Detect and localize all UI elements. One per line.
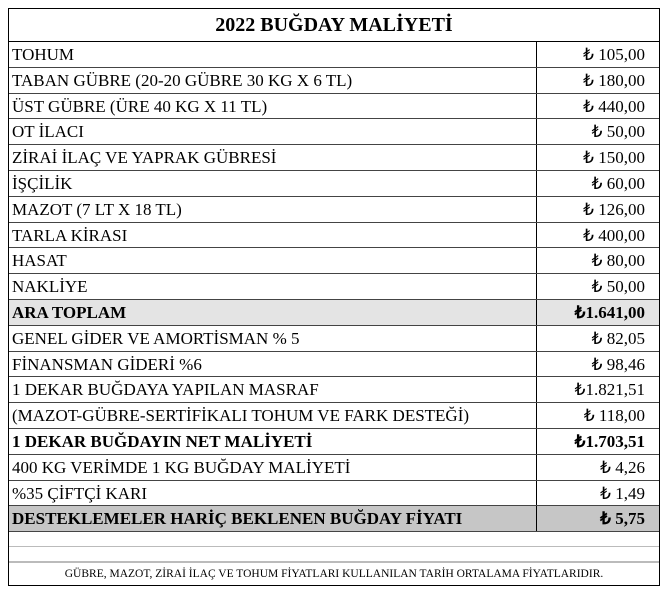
row-value: ₺ 4,26 [600,457,645,477]
table-body: TOHUM ₺ 105,00 TABAN GÜBRE (20-20 GÜBRE 30… [9,42,659,533]
row-value: ₺1.641,00 [574,302,645,322]
row-label: TABAN GÜBRE (20-20 GÜBRE 30 KG X 6 TL) [9,67,537,93]
row-value: ₺ 82,05 [591,328,645,348]
table-row: ZİRAİ İLAÇ VE YAPRAK GÜBRESİ ₺ 150,00 [9,145,659,171]
row-value: ₺ 126,00 [583,199,645,219]
table-row: OT İLACI ₺ 50,00 [9,119,659,146]
row-label: GENEL GİDER VE AMORTİSMAN % 5 [9,325,537,351]
row-value: ₺ 400,00 [583,225,645,245]
row-label: TOHUM [9,42,537,67]
row-value: ₺ 105,00 [583,45,645,64]
footer-note: GÜBRE, MAZOT, ZİRAİ İLAÇ VE TOHUM FİYATL… [9,562,659,585]
row-value: ₺ 60,00 [591,173,645,193]
table-row: 1 DEKAR BUĞDAYA YAPILAN MASRAF ₺1.821,51 [9,377,659,404]
row-label: HASAT [9,248,537,274]
row-label: %35 ÇİFTÇİ KARI [9,480,537,506]
row-value: ₺ 440,00 [583,96,645,116]
row-label: FİNANSMAN GİDERİ %6 [9,351,537,377]
table-row: HASAT ₺ 80,00 [9,248,659,275]
row-label: ÜST GÜBRE (ÜRE 40 KG X 11 TL) [9,93,537,119]
row-value: ₺ 150,00 [583,148,645,168]
table-row: MAZOT (7 LT X 18 TL) ₺ 126,00 [9,196,659,223]
table-row: NAKLİYE ₺ 50,00 [9,274,659,300]
table-row: GENEL GİDER VE AMORTİSMAN % 5 ₺ 82,05 [9,325,659,352]
row-label: İŞÇİLİK [9,170,537,196]
table-row: FİNANSMAN GİDERİ %6 ₺ 98,46 [9,351,659,378]
table-row: TARLA KİRASI ₺ 400,00 [9,222,659,249]
table-row: 400 KG VERİMDE 1 KG BUĞDAY MALİYETİ ₺ 4,2… [9,454,659,481]
row-label: 1 DEKAR BUĞDAYA YAPILAN MASRAF [9,377,537,403]
table-row: ÜST GÜBRE (ÜRE 40 KG X 11 TL) ₺ 440,00 [9,93,659,120]
table-row: İŞÇİLİK ₺ 60,00 [9,170,659,197]
row-label: TARLA KİRASI [9,222,537,248]
cost-table: 2022 BUĞDAY MALİYETİ TOHUM ₺ 105,00 TABAN … [8,8,660,587]
table-title: 2022 BUĞDAY MALİYETİ [9,9,659,42]
row-value: ₺ 50,00 [591,122,645,142]
table-row: (MAZOT-GÜBRE-SERTİFİKALI TOHUM VE FARK D… [9,403,659,429]
row-label: DESTEKLEMELER HARİÇ BEKLENEN BUĞDAY FİYA… [9,506,537,532]
row-label: (MAZOT-GÜBRE-SERTİFİKALI TOHUM VE FARK D… [9,403,537,428]
row-label: 1 DEKAR BUĞDAYIN NET MALİYETİ [9,428,537,454]
row-label: 400 KG VERİMDE 1 KG BUĞDAY MALİYETİ [9,454,537,480]
row-label: MAZOT (7 LT X 18 TL) [9,196,537,222]
empty-row [9,547,659,563]
row-value: ₺ 50,00 [591,277,645,297]
table-row: TABAN GÜBRE (20-20 GÜBRE 30 KG X 6 TL) ₺ … [9,67,659,94]
empty-row [9,532,659,548]
row-value: ₺ 118,00 [583,406,645,426]
row-value: ₺1.821,51 [574,380,645,400]
table-row: TOHUM ₺ 105,00 [9,42,659,68]
row-label: ZİRAİ İLAÇ VE YAPRAK GÜBRESİ [9,145,537,170]
row-value: ₺ 98,46 [591,354,645,374]
table-row: %35 ÇİFTÇİ KARI ₺ 1,49 [9,480,659,507]
table-row: 1 DEKAR BUĞDAYIN NET MALİYETİ ₺1.703,51 [9,428,659,455]
row-value: ₺1.703,51 [574,431,645,451]
row-value: ₺ 180,00 [583,70,645,90]
table-row: ARA TOPLAM ₺1.641,00 [9,299,659,326]
row-value: ₺ 5,75 [600,509,645,529]
table-row: DESTEKLEMELER HARİÇ BEKLENEN BUĞDAY FİYA… [9,506,659,533]
row-label: OT İLACI [9,119,537,145]
row-label: ARA TOPLAM [9,299,537,325]
row-value: ₺ 1,49 [600,483,645,503]
row-value: ₺ 80,00 [591,251,645,271]
row-label: NAKLİYE [9,274,537,299]
